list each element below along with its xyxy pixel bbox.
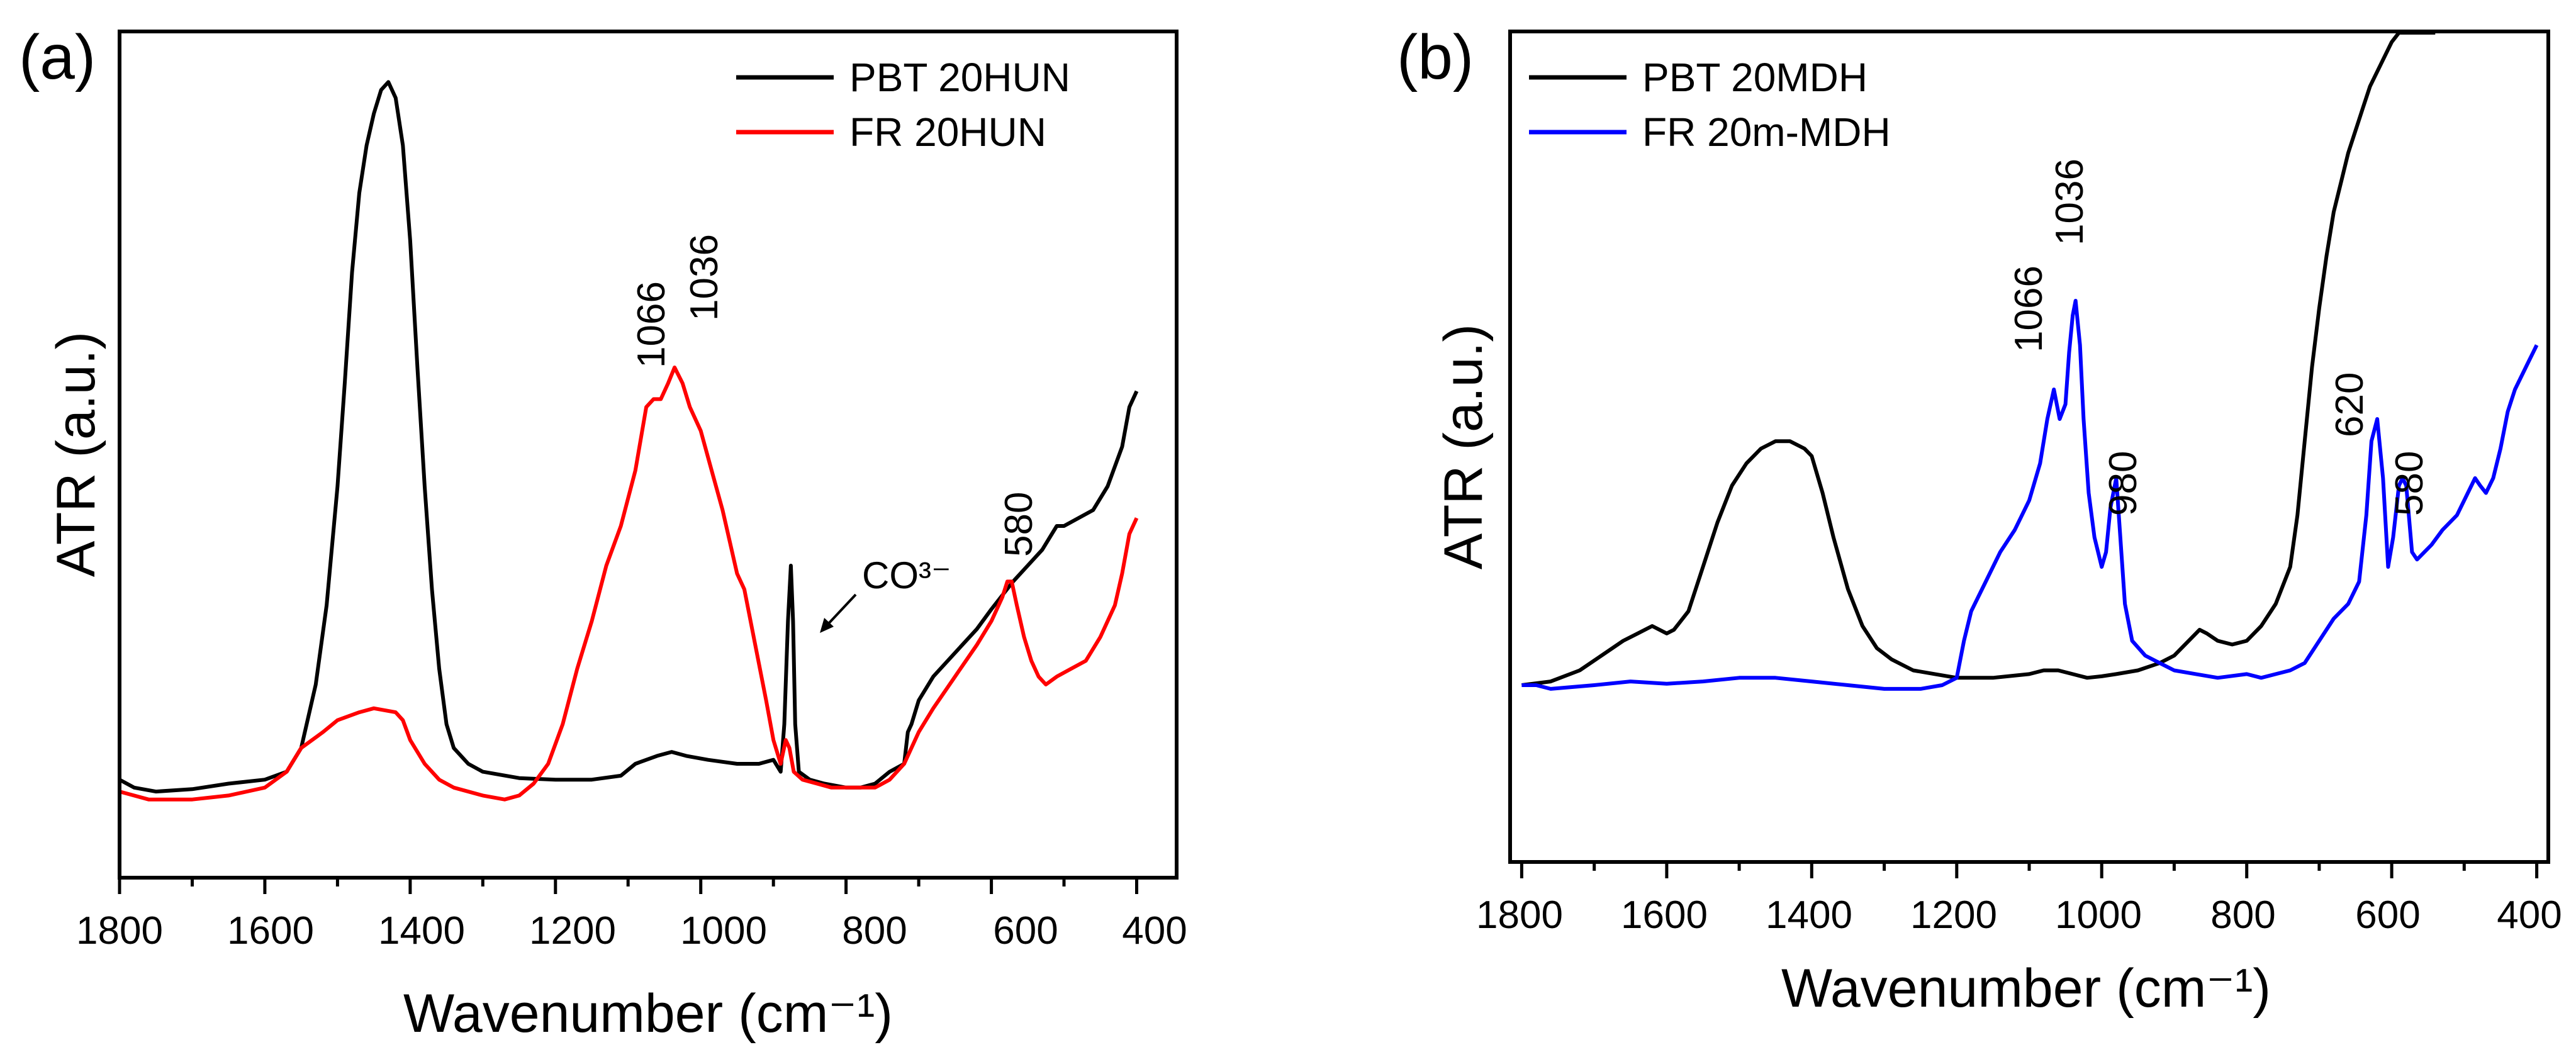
annotation-co3-arrowhead [820, 618, 834, 633]
panel-a-series [118, 80, 1139, 802]
panel-a-x-tick-label: 400 [1122, 909, 1187, 953]
series-line-fr-20m-mdh [1521, 299, 2539, 691]
peak-label-1066: 1066 [630, 281, 673, 368]
panel-a-x-tick-labels: 1800 1600 1400 1200 1000 800 600 400 [76, 909, 1187, 953]
panel-b-x-tick-labels: 1800 1600 1400 1200 1000 800 600 400 [1476, 893, 2562, 937]
panel-b: (b) 1800 1600 1400 1200 1000 800 600 400… [1397, 22, 2562, 1019]
panel-b-x-axis-label: Wavenumber (cm⁻¹) [1781, 958, 2271, 1019]
panel-a-y-axis-label: ATR (a.u.) [46, 332, 106, 577]
panel-b-x-tick-label: 1200 [1910, 893, 1997, 937]
peak-label-620: 620 [2328, 372, 2372, 437]
annotation-co3: CO³⁻ [862, 554, 951, 596]
legend-label-pbt-20mdh: PBT 20MDH [1642, 55, 1868, 100]
peak-label-1036: 1036 [2048, 159, 2092, 245]
panel-a-frame [118, 30, 1179, 880]
legend-label-pbt-20hun: PBT 20HUN [849, 55, 1070, 100]
panel-b-y-axis-label: ATR (a.u.) [1433, 324, 1494, 569]
panel-b-x-tick-label: 1400 [1766, 893, 1852, 937]
panel-a-x-tick-label: 1800 [76, 909, 163, 953]
panel-b-legend: PBT 20MDH FR 20m-MDH [1529, 55, 1891, 155]
annotation-co3-arrow [826, 593, 857, 626]
panel-b-x-tick-label: 1800 [1476, 893, 1563, 937]
panel-b-x-tick-label: 1600 [1621, 893, 1708, 937]
panel-a-legend: PBT 20HUN FR 20HUN [736, 55, 1070, 155]
panel-a-x-ticks [118, 878, 1138, 894]
panel-b-x-tick-label: 1000 [2055, 893, 2142, 937]
peak-label-1066: 1066 [2007, 266, 2051, 352]
panel-b-x-tick-label: 400 [2497, 893, 2562, 937]
series-line-pbt-20mdh [1521, 31, 2436, 687]
panel-b-frame [1508, 30, 2550, 864]
series-line-pbt-20hun [118, 80, 1139, 794]
series-line-fr-20hun [119, 366, 1139, 802]
peak-label-980: 980 [2102, 451, 2145, 516]
panel-a-x-tick-label: 1600 [227, 909, 314, 953]
panel-a-x-tick-label: 1200 [529, 909, 616, 953]
peak-label-1036: 1036 [683, 234, 726, 321]
panel-a: (a) 1800 1600 1400 1200 1000 800 600 400… [19, 22, 1187, 1044]
panel-b-x-tick-label: 600 [2355, 893, 2420, 937]
panel-a-x-axis-label: Wavenumber (cm⁻¹) [403, 983, 893, 1044]
peak-label-580: 580 [997, 492, 1041, 557]
panel-a-x-tick-label: 600 [993, 909, 1058, 953]
panel-a-x-tick-label: 1000 [680, 909, 767, 953]
legend-label-fr-20m-mdh: FR 20m-MDH [1642, 109, 1891, 155]
panel-b-x-ticks [1520, 862, 2539, 878]
panel-b-label: (b) [1397, 22, 1474, 92]
legend-label-fr-20hun: FR 20HUN [849, 109, 1046, 155]
panel-b-x-tick-label: 800 [2210, 893, 2275, 937]
panel-a-x-tick-label: 1400 [378, 909, 465, 953]
peak-label-580: 580 [2388, 451, 2431, 516]
panel-a-x-tick-label: 800 [842, 909, 907, 953]
panel-a-label: (a) [19, 22, 96, 92]
panel-b-series [1521, 31, 2539, 691]
